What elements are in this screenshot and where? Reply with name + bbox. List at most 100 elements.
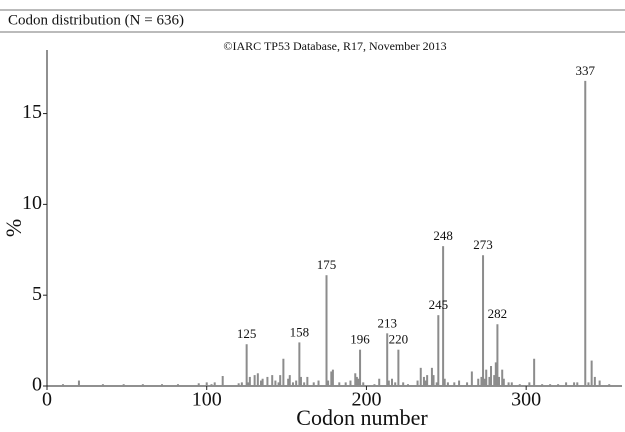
bar	[422, 376, 425, 386]
bar	[485, 369, 488, 386]
bar	[357, 378, 360, 386]
bar	[598, 380, 601, 386]
bar	[587, 382, 590, 386]
bar	[593, 376, 596, 386]
bar	[565, 382, 568, 386]
bar	[359, 349, 362, 386]
bar	[247, 382, 250, 386]
bar	[466, 382, 469, 386]
bar	[498, 376, 501, 386]
bar	[483, 378, 486, 386]
bar	[330, 371, 333, 386]
bar	[331, 369, 334, 386]
bar	[397, 349, 400, 386]
bar-annotation: 248	[433, 228, 453, 243]
bar	[437, 315, 440, 386]
bar	[317, 380, 320, 386]
bar	[253, 375, 256, 386]
bar-annotation: 213	[377, 315, 397, 330]
bar	[406, 384, 409, 386]
bar	[338, 382, 341, 386]
bar	[77, 380, 80, 386]
bar	[416, 380, 419, 386]
bar	[210, 384, 213, 386]
bar	[391, 378, 393, 386]
bar	[496, 324, 499, 386]
bar	[458, 380, 461, 386]
x-tick-label: 0	[42, 389, 52, 411]
bar	[386, 333, 389, 386]
bar	[237, 383, 240, 386]
bar	[312, 382, 315, 386]
y-tick-label: 5	[32, 283, 42, 305]
bar	[584, 80, 587, 387]
bar	[205, 382, 208, 386]
bar	[424, 380, 427, 386]
bar	[61, 384, 64, 386]
bar	[419, 367, 422, 386]
bar	[482, 255, 485, 386]
bar	[494, 362, 497, 386]
bar	[608, 384, 611, 386]
x-tick-label: 300	[511, 389, 541, 411]
bar	[298, 342, 301, 386]
bar	[443, 378, 446, 386]
bar	[141, 384, 144, 386]
bar	[402, 382, 405, 386]
bar	[442, 246, 445, 386]
bar-annotation: 175	[317, 257, 337, 272]
bar	[528, 382, 531, 386]
bar	[101, 384, 104, 386]
bar	[387, 380, 390, 386]
bar-annotation: 337	[576, 63, 596, 78]
bar	[197, 383, 200, 386]
bar	[354, 373, 357, 386]
bar	[260, 380, 263, 386]
bar	[221, 376, 224, 386]
bar	[344, 382, 347, 386]
bar-annotation: 273	[473, 237, 493, 252]
bar	[533, 358, 536, 386]
bar	[240, 382, 243, 386]
bar	[122, 384, 125, 386]
header-title: Codon distribution (N = 636)	[8, 12, 184, 28]
bar	[288, 375, 291, 386]
bar	[266, 376, 269, 386]
y-tick-label: 15	[22, 101, 42, 123]
bar	[518, 384, 521, 386]
bar	[549, 384, 552, 386]
bar	[470, 371, 473, 386]
bar	[453, 382, 456, 386]
bar	[279, 375, 282, 386]
bar	[362, 382, 365, 386]
y-tick-label: 0	[32, 374, 42, 396]
bar	[261, 378, 264, 386]
chart-subtitle: ©IARC TP53 Database, R17, November 2013	[223, 39, 446, 53]
bar	[557, 384, 560, 386]
bar	[480, 376, 483, 386]
bar	[325, 275, 328, 386]
bar	[576, 382, 579, 386]
bar-annotation: 245	[429, 297, 449, 312]
bar	[248, 376, 251, 386]
bar	[287, 378, 290, 386]
bar	[573, 382, 576, 386]
bar	[432, 375, 435, 386]
bar-annotation: 196	[350, 332, 370, 347]
bar-annotation: 220	[389, 332, 409, 347]
x-tick-label: 200	[351, 389, 381, 411]
bar-annotation: 158	[290, 324, 310, 339]
x-tick-label: 100	[192, 389, 222, 411]
bar	[271, 375, 274, 386]
bar	[590, 360, 593, 386]
bar	[299, 376, 302, 386]
bar	[176, 384, 179, 386]
bar	[349, 380, 352, 386]
bar	[394, 382, 397, 386]
bar	[277, 382, 280, 386]
bar	[435, 382, 438, 386]
bar	[426, 375, 429, 386]
bar	[493, 375, 496, 386]
bar	[501, 369, 504, 386]
